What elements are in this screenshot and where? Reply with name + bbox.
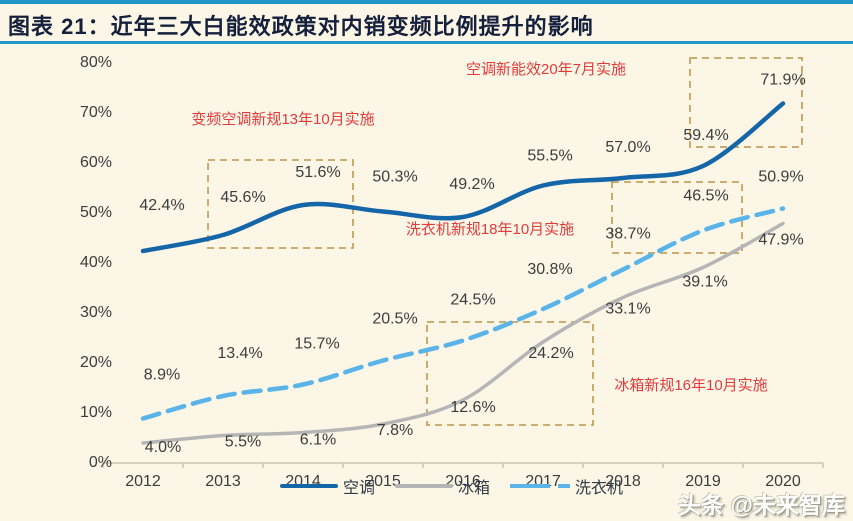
- data-label-air-conditioner: 55.5%: [527, 148, 572, 165]
- data-label-air-conditioner: 50.3%: [372, 169, 417, 186]
- annotation-box-wm-2018-box: [611, 181, 743, 254]
- data-label-refrigerator: 24.2%: [528, 345, 573, 362]
- legend-item-air-conditioner: 空调: [280, 474, 375, 498]
- data-label-refrigerator: 6.1%: [300, 432, 336, 449]
- y-axis-tick-label: 40%: [80, 254, 112, 271]
- data-label-air-conditioner: 45.6%: [220, 189, 265, 206]
- legend-line-swatch-refrigerator: [395, 484, 454, 488]
- y-axis-tick-label: 70%: [80, 104, 112, 121]
- y-axis-tick-label: 80%: [80, 54, 112, 71]
- x-axis-tick-label: 2020: [765, 473, 801, 490]
- annotation-text-ac-2020-note: 空调新能效20年7月实施: [466, 61, 626, 78]
- data-label-air-conditioner: 51.6%: [295, 164, 340, 181]
- y-axis-tick-label: 0%: [89, 454, 112, 471]
- y-axis-tick-label: 50%: [80, 204, 112, 221]
- data-label-air-conditioner: 42.4%: [139, 197, 184, 214]
- annotation-text-ac-2013-note: 变频空调新规13年10月实施: [191, 111, 374, 128]
- data-label-air-conditioner: 59.4%: [683, 127, 728, 144]
- x-axis-tick-label: 2016: [445, 473, 481, 490]
- data-label-refrigerator: 4.0%: [145, 439, 181, 456]
- data-label-refrigerator: 7.8%: [377, 422, 413, 439]
- data-label-refrigerator: 39.1%: [682, 274, 727, 291]
- annotation-box-fridge-2016-box: [426, 321, 594, 426]
- annotation-text-wm-2018-note: 洗衣机新规18年10月实施: [406, 221, 574, 238]
- data-label-refrigerator: 33.1%: [605, 301, 650, 318]
- data-label-washing-machine: 15.7%: [294, 336, 339, 353]
- title-top-rule: [0, 0, 853, 4]
- data-label-refrigerator: 5.5%: [225, 434, 261, 451]
- annotation-box-ac-2020-box: [689, 57, 803, 148]
- data-label-washing-machine: 30.8%: [527, 261, 572, 278]
- x-axis-tick-label: 2015: [365, 473, 401, 490]
- annotation-text-fridge-2016-note: 冰箱新规16年10月实施: [614, 377, 767, 394]
- series-line-washing-machine: [140, 206, 786, 421]
- data-label-washing-machine: 24.5%: [450, 292, 495, 309]
- data-label-air-conditioner: 57.0%: [605, 139, 650, 156]
- data-label-refrigerator: 12.6%: [450, 399, 495, 416]
- legend-item-washing-machine: 洗衣机: [510, 474, 623, 498]
- chart-title: 图表 21：近年三大白能效政策对内销变频比例提升的影响: [8, 14, 594, 39]
- y-axis-tick-label: 10%: [80, 404, 112, 421]
- data-label-air-conditioner: 71.9%: [760, 72, 805, 89]
- x-axis-tick-label: 2018: [605, 473, 641, 490]
- data-label-washing-machine: 46.5%: [683, 188, 728, 205]
- x-axis-tick-label: 2012: [125, 473, 161, 490]
- data-label-washing-machine: 50.9%: [758, 169, 803, 186]
- x-axis-tick-label: 2013: [205, 473, 241, 490]
- legend-line-swatch-washing-machine: [510, 484, 571, 488]
- annotation-box-ac-2013-box: [207, 159, 354, 249]
- legend-label-washing-machine: 洗衣机: [575, 480, 624, 497]
- legend-line-swatch-air-conditioner: [280, 484, 338, 488]
- data-label-washing-machine: 20.5%: [372, 311, 417, 328]
- y-axis-tick-label: 20%: [80, 354, 112, 371]
- y-axis-tick-label: 30%: [80, 304, 112, 321]
- chart-legend: 空调 冰箱 洗衣机: [280, 474, 623, 498]
- watermark-toutiao: 头条 @未来智库: [678, 492, 845, 518]
- legend-label-air-conditioner: 空调: [343, 480, 376, 497]
- x-axis-tick-label: 2019: [685, 473, 721, 490]
- data-label-washing-machine: 13.4%: [217, 345, 262, 362]
- data-label-air-conditioner: 49.2%: [449, 176, 494, 193]
- legend-label-refrigerator: 冰箱: [458, 480, 491, 497]
- legend-item-refrigerator: 冰箱: [395, 474, 490, 498]
- series-line-refrigerator: [141, 221, 785, 445]
- title-underline-rule: [0, 41, 853, 44]
- data-label-refrigerator: 47.9%: [758, 232, 803, 249]
- data-label-washing-machine: 38.7%: [605, 226, 650, 243]
- y-axis-tick-label: 60%: [80, 154, 112, 171]
- data-label-washing-machine: 8.9%: [144, 367, 180, 384]
- series-line-air-conditioner: [140, 101, 786, 254]
